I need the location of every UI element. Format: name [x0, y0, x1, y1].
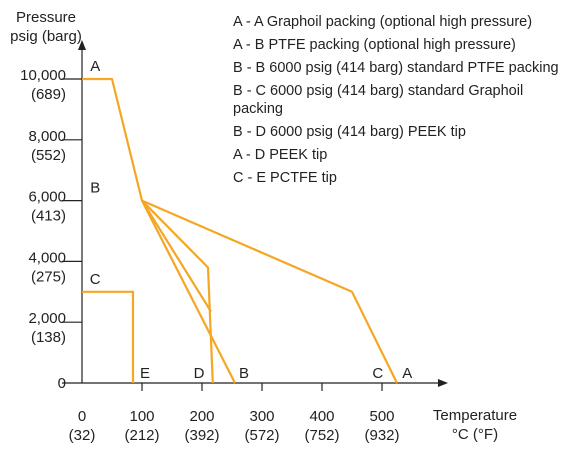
- y-tick-label-line: 6,000: [28, 189, 66, 206]
- legend-entry-line: B - B 6000 psig (414 barg) standard PTFE…: [233, 60, 559, 76]
- y-tick-label: 6,000 (413): [28, 189, 66, 225]
- x-tick-label: 200 (392): [184, 408, 219, 444]
- y-axis-title: Pressure psig (barg): [10, 9, 82, 45]
- x-axis-title-line: °C (°F): [452, 426, 498, 443]
- point-label-line: A: [90, 58, 100, 75]
- y-tick-label-line: (275): [31, 268, 66, 285]
- point-label: A: [90, 58, 100, 75]
- y-tick-label-line: 8,000: [28, 128, 66, 145]
- x-tick-label: 0 (32): [69, 408, 96, 444]
- legend-entry: A - B PTFE packing (optional high pressu…: [233, 37, 516, 53]
- legend-entry: A - D PEEK tip: [233, 147, 327, 163]
- x-tick-label-line: (572): [244, 427, 279, 444]
- series-line-2: [141, 199, 214, 384]
- x-tick-label-line: 500: [369, 408, 394, 425]
- point-label-line: E: [140, 365, 150, 382]
- point-label: C: [90, 271, 101, 288]
- point-label-line: B: [239, 365, 249, 382]
- legend: A - A Graphoil packing (optional high pr…: [233, 14, 559, 186]
- labels-group: A B C E D B C A: [90, 58, 412, 382]
- point-label-line: D: [194, 365, 205, 382]
- series-line-1: [141, 200, 236, 384]
- point-label: B: [239, 365, 249, 382]
- x-tick-label: 500 (932): [364, 408, 399, 444]
- y-tick-label-line: 10,000: [20, 67, 66, 84]
- x-tick-label: 300 (572): [244, 408, 279, 444]
- y-axis-title-line: psig (barg): [10, 28, 82, 45]
- series-group: [82, 77, 398, 384]
- point-label-line: B: [90, 180, 100, 197]
- x-tick-label-line: 400: [309, 408, 334, 425]
- y-tick-label-line: 2,000: [28, 310, 66, 327]
- point-label-line: C: [90, 271, 101, 288]
- legend-entry: B - C 6000 psig (414 barg) standard Grap…: [233, 83, 523, 117]
- point-label: C: [372, 365, 383, 382]
- y-tick-label-line: 4,000: [28, 249, 66, 266]
- legend-entry-line: A - A Graphoil packing (optional high pr…: [233, 14, 532, 30]
- legend-entry: C - E PCTFE tip: [233, 170, 337, 186]
- legend-entry-line: C - E PCTFE tip: [233, 170, 337, 186]
- y-tick-label: 0: [58, 375, 66, 392]
- series-line-4: [82, 290, 135, 383]
- y-tick-label-line: (552): [31, 147, 66, 164]
- y-tick-label-line: (413): [31, 208, 66, 225]
- y-tick-label: 2,000 (138): [28, 310, 66, 346]
- point-label: A: [402, 365, 412, 382]
- x-tick-label: 400 (752): [304, 408, 339, 444]
- x-axis-title-line: Temperature: [433, 407, 517, 424]
- legend-entry: A - A Graphoil packing (optional high pr…: [233, 14, 532, 30]
- x-tick-label-line: (752): [304, 427, 339, 444]
- legend-entry-line: B - C 6000 psig (414 barg) standard Grap…: [233, 83, 523, 99]
- x-tick-label-line: 0: [78, 408, 86, 425]
- y-axis-title-line: Pressure: [16, 9, 76, 26]
- series-line-3: [141, 200, 212, 313]
- x-tick-label-line: (392): [184, 427, 219, 444]
- x-tick-label-line: 200: [189, 408, 214, 425]
- point-label: D: [194, 365, 205, 382]
- x-axis-arrow: [438, 379, 448, 387]
- axes: 0 2,000 (138) 4,000 (275) 6,000 (413) 8,000 (552…: [10, 9, 517, 444]
- y-tick-label-line: (138): [31, 329, 66, 346]
- y-tick-label-line: 0: [58, 375, 66, 392]
- x-tick-label-line: (32): [69, 427, 96, 444]
- legend-entry-line: A - D PEEK tip: [233, 147, 327, 163]
- x-axis-title: Temperature °C (°F): [433, 407, 517, 443]
- point-label-line: A: [402, 365, 412, 382]
- x-tick-label-line: 300: [249, 408, 274, 425]
- legend-entry: B - D 6000 psig (414 barg) PEEK tip: [233, 124, 466, 140]
- legend-entry-line: B - D 6000 psig (414 barg) PEEK tip: [233, 124, 466, 140]
- legend-entry: B - B 6000 psig (414 barg) standard PTFE…: [233, 60, 559, 76]
- x-tick-label-line: (932): [364, 427, 399, 444]
- y-tick-label: 4,000 (275): [28, 249, 66, 285]
- point-label-line: C: [372, 365, 383, 382]
- x-tick-label: 100 (212): [124, 408, 159, 444]
- x-tick-label-line: 100: [129, 408, 154, 425]
- point-label: B: [90, 180, 100, 197]
- y-tick-label: 8,000 (552): [28, 128, 66, 164]
- y-tick-label-line: (689): [31, 86, 66, 103]
- point-label: E: [140, 365, 150, 382]
- y-axis-arrow: [78, 40, 86, 50]
- x-tick-label-line: (212): [124, 427, 159, 444]
- legend-entry-line: packing: [233, 101, 283, 117]
- y-tick-label: 10,000 (689): [20, 67, 66, 103]
- legend-entry-line: A - B PTFE packing (optional high pressu…: [233, 37, 516, 53]
